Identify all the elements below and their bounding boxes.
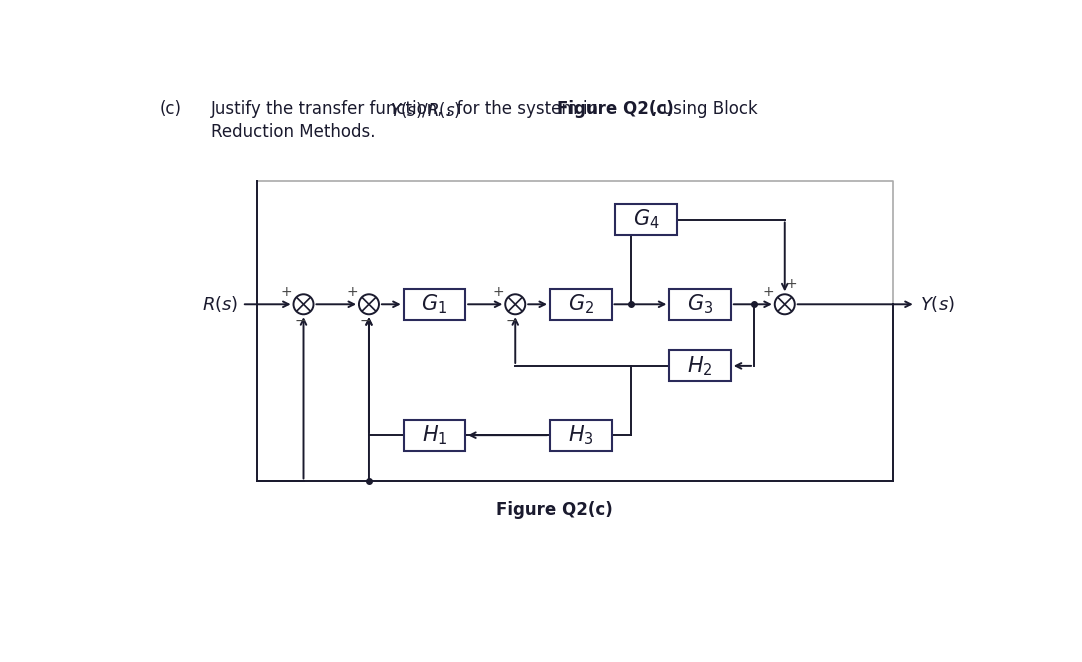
Text: $-$: $-$ bbox=[505, 312, 517, 326]
FancyBboxPatch shape bbox=[404, 420, 465, 451]
Text: +: + bbox=[762, 285, 774, 299]
FancyBboxPatch shape bbox=[550, 420, 611, 451]
Text: +: + bbox=[786, 277, 796, 291]
FancyBboxPatch shape bbox=[404, 289, 465, 320]
Text: $H_2$: $H_2$ bbox=[687, 354, 713, 378]
Text: +: + bbox=[346, 285, 358, 299]
Text: , using Block: , using Block bbox=[652, 100, 758, 118]
Text: $H_1$: $H_1$ bbox=[422, 424, 447, 447]
Text: , for the system in: , for the system in bbox=[446, 100, 603, 118]
Text: $Y(s)/R(s)$: $Y(s)/R(s)$ bbox=[390, 100, 461, 120]
Text: Figure Q2(c): Figure Q2(c) bbox=[497, 500, 612, 518]
Text: (c): (c) bbox=[159, 100, 182, 118]
Text: $G_2$: $G_2$ bbox=[568, 293, 594, 316]
Text: Figure Q2(c): Figure Q2(c) bbox=[557, 100, 674, 118]
Text: $G_3$: $G_3$ bbox=[687, 293, 713, 316]
Text: Reduction Methods.: Reduction Methods. bbox=[211, 123, 375, 141]
FancyBboxPatch shape bbox=[616, 204, 677, 235]
Text: $Y(s)$: $Y(s)$ bbox=[920, 295, 954, 314]
Text: +: + bbox=[280, 285, 292, 299]
Text: $-$: $-$ bbox=[359, 312, 371, 326]
Text: $G_4$: $G_4$ bbox=[633, 208, 659, 232]
Text: $-$: $-$ bbox=[293, 312, 306, 326]
Text: $G_1$: $G_1$ bbox=[421, 293, 448, 316]
Text: Justify the transfer function,: Justify the transfer function, bbox=[211, 100, 449, 118]
FancyBboxPatch shape bbox=[670, 350, 730, 381]
Text: $R(s)$: $R(s)$ bbox=[201, 295, 238, 314]
Text: $H_3$: $H_3$ bbox=[568, 424, 594, 447]
FancyBboxPatch shape bbox=[550, 289, 611, 320]
FancyBboxPatch shape bbox=[670, 289, 730, 320]
Text: +: + bbox=[492, 285, 504, 299]
